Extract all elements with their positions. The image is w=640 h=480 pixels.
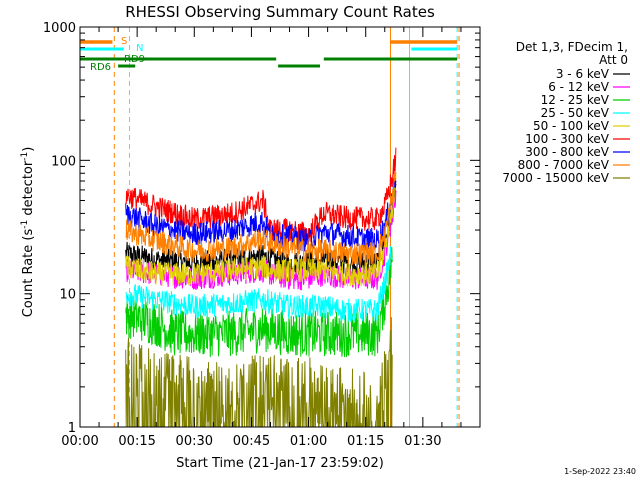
x-axis-label: Start Time (21-Jan-17 23:59:02)	[176, 456, 384, 471]
series-line	[125, 172, 397, 267]
series-line	[125, 246, 393, 358]
state-bar-label: S	[121, 36, 127, 47]
legend-label: 100 - 300 keV	[525, 132, 609, 146]
y-axis-label-sup: -1	[20, 152, 30, 161]
series-line	[125, 178, 397, 253]
y-axis-label-part: )	[21, 147, 36, 152]
x-tick-label: 00:30	[176, 434, 213, 449]
legend-label: 3 - 6 keV	[556, 67, 610, 81]
x-tick-label: 01:15	[347, 434, 384, 449]
y-axis-label-sup: -1	[20, 220, 30, 229]
y-axis-label-part: detector	[21, 160, 36, 220]
series-line	[125, 245, 393, 323]
legend-label: 300 - 800 keV	[525, 145, 609, 159]
legend-label: 7000 - 15000 keV	[502, 171, 609, 185]
x-tick-label: 00:00	[61, 434, 98, 449]
y-axis-label-part: Count Rate (s	[21, 229, 36, 318]
legend-label: 800 - 7000 keV	[518, 158, 610, 172]
series-line	[125, 317, 393, 428]
y-tick-label: 1	[68, 421, 76, 436]
x-tick-label: 00:45	[233, 434, 270, 449]
y-tick-label: 100	[51, 154, 76, 169]
y-tick-label: 10	[59, 288, 76, 303]
legend-header-line: Att 0	[599, 53, 628, 67]
legend-label: 12 - 25 keV	[541, 93, 610, 107]
plot-frame	[79, 26, 481, 428]
timestamp: 1-Sep-2022 23:40	[564, 467, 636, 476]
legend-header-line: Det 1,3, FDecim 1,	[516, 40, 628, 54]
legend-label: 25 - 50 keV	[541, 106, 610, 120]
legend-label: 50 - 100 keV	[533, 119, 610, 133]
series-line	[125, 147, 397, 245]
x-tick-label: 00:15	[118, 434, 155, 449]
series-line	[125, 169, 397, 287]
y-axis-label: Count Rate (s-1 detector-1)	[20, 147, 36, 318]
state-bar-label: RD6	[90, 62, 111, 73]
legend-label: 6 - 12 keV	[548, 80, 610, 94]
state-bar-label: N	[136, 43, 143, 54]
x-tick-label: 01:00	[290, 434, 327, 449]
chart-title: RHESSI Observing Summary Count Rates	[125, 3, 435, 21]
x-tick-label: 01:30	[404, 434, 441, 449]
y-tick-label: 1000	[43, 21, 76, 36]
state-bar-label: RD9	[124, 54, 145, 65]
